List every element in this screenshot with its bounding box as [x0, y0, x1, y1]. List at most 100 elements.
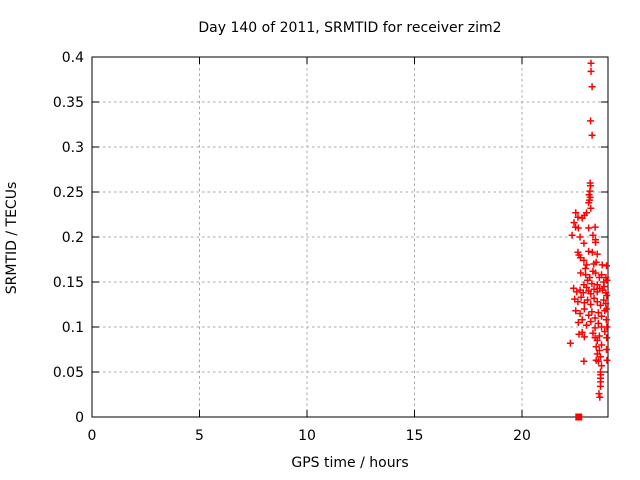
- data-point: [580, 239, 588, 247]
- data-point: [589, 267, 597, 275]
- data-point: [594, 309, 602, 317]
- data-point: [587, 318, 595, 326]
- data-point: [591, 223, 599, 231]
- x-axis-label: GPS time / hours: [291, 455, 409, 471]
- data-point: [576, 310, 584, 317]
- data-point: [596, 393, 604, 401]
- data-point: [602, 262, 610, 270]
- data-point: [587, 301, 595, 308]
- data-point: [577, 293, 585, 301]
- data-point: [572, 209, 580, 217]
- data-point: [586, 187, 594, 195]
- data-point: [574, 224, 582, 232]
- data-point: [595, 346, 603, 354]
- data-point: [603, 276, 611, 284]
- data-point: [592, 238, 600, 246]
- data-point: [587, 67, 595, 75]
- data-point: [598, 341, 606, 349]
- data-point: [583, 261, 590, 269]
- y-tick-label: 0: [75, 410, 84, 426]
- data-point: [589, 329, 597, 337]
- data-point: [588, 308, 596, 316]
- y-tick-label: 0.35: [53, 95, 84, 111]
- data-point: [578, 316, 586, 324]
- data-point: [598, 362, 606, 370]
- data-point: [585, 199, 593, 207]
- y-axis-label: SRMTID / TECUs: [4, 181, 20, 295]
- data-point: [600, 296, 608, 304]
- data-point: [588, 248, 596, 256]
- data-point: [568, 231, 576, 239]
- data-point: [593, 288, 601, 296]
- y-tick-label: 0.15: [53, 275, 84, 291]
- data-point: [593, 298, 601, 306]
- y-tick-label: 0.25: [53, 185, 84, 201]
- data-point: [582, 271, 590, 279]
- data-point: [602, 305, 610, 313]
- data-point: [595, 332, 603, 340]
- data-point: [580, 357, 588, 365]
- data-point: [587, 290, 595, 298]
- data-point: [581, 265, 589, 272]
- y-tick-label: 0.2: [62, 230, 84, 246]
- data-point: [585, 311, 593, 319]
- data-point: [598, 312, 606, 320]
- data-point: [576, 233, 584, 241]
- data-point: [580, 256, 588, 264]
- data-point: [598, 261, 606, 269]
- y-tick-label: 0.1: [62, 320, 84, 336]
- data-point: [566, 339, 574, 347]
- data-point: [591, 324, 599, 332]
- data-point: [585, 224, 593, 232]
- data-point: [592, 343, 600, 351]
- data-point: [583, 321, 590, 329]
- chart-title: Day 140 of 2011, SRMTID for receiver zim…: [198, 20, 502, 36]
- data-point: [574, 319, 582, 326]
- data-point: [593, 281, 601, 289]
- data-point: [602, 346, 610, 353]
- data-point: [593, 337, 601, 344]
- data-point: [574, 213, 582, 221]
- data-point: [595, 274, 603, 281]
- data-point: [578, 328, 586, 336]
- data-point: [588, 83, 596, 91]
- x-tick-label: 0: [88, 428, 97, 444]
- data-point: [588, 131, 596, 139]
- data-point: [592, 258, 600, 266]
- data-point: [578, 214, 586, 222]
- data-point: [591, 314, 599, 322]
- data-point: [593, 250, 601, 258]
- x-tick-label: 10: [298, 428, 316, 444]
- data-point: [577, 269, 585, 277]
- data-point: [596, 353, 604, 361]
- data-point: [603, 334, 611, 342]
- data-point: [589, 231, 597, 239]
- data-point: [596, 382, 604, 390]
- data-point: [603, 323, 611, 331]
- data-point: [590, 294, 598, 302]
- data-point: [600, 283, 608, 290]
- data-point: [584, 276, 592, 284]
- data-point: [570, 284, 578, 292]
- data-point: [585, 247, 593, 255]
- y-tick-label: 0.05: [53, 365, 84, 381]
- zero-data-point: [575, 413, 583, 421]
- y-tick-label: 0.3: [62, 140, 84, 156]
- data-point: [583, 283, 590, 291]
- data-point: [588, 280, 596, 288]
- x-tick-label: 5: [195, 428, 204, 444]
- y-tick-label: 0.4: [62, 50, 84, 66]
- data-point: [596, 301, 604, 309]
- data-point: [574, 298, 582, 306]
- data-point: [602, 316, 610, 324]
- data-point: [587, 204, 595, 212]
- data-point: [580, 333, 588, 341]
- x-tick-label: 15: [406, 428, 424, 444]
- data-point: [572, 307, 580, 315]
- data-point: [587, 59, 595, 67]
- data-point: [580, 305, 588, 313]
- data-point: [603, 356, 611, 364]
- data-point: [595, 390, 603, 398]
